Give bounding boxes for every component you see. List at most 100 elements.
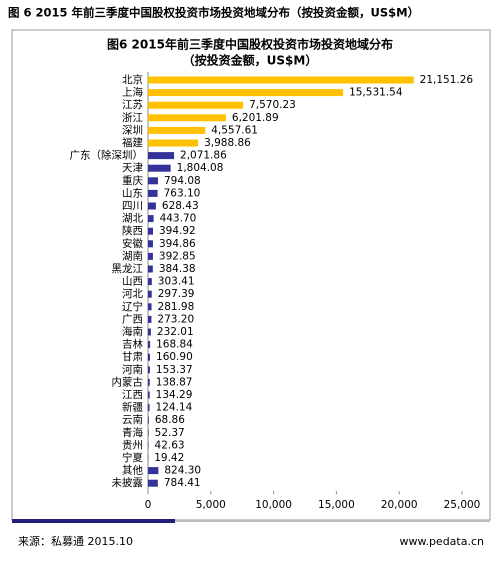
y-tick-label: 福建 xyxy=(122,136,143,149)
x-tick-label: 20,000 xyxy=(381,499,418,511)
bar xyxy=(148,366,150,374)
value-label: 15,531.54 xyxy=(349,87,403,99)
value-label: 19.42 xyxy=(154,452,184,464)
bar xyxy=(148,265,153,273)
y-tick-label: 江苏 xyxy=(122,98,143,111)
bar xyxy=(148,303,152,311)
bar xyxy=(148,240,153,248)
y-tick-label: 云南 xyxy=(122,413,143,426)
value-label: 281.98 xyxy=(158,301,195,313)
value-label: 443.70 xyxy=(160,213,197,225)
y-tick-label: 辽宁 xyxy=(122,300,143,313)
bar xyxy=(148,404,150,412)
value-label: 52.37 xyxy=(155,427,185,439)
y-tick-label: 安徽 xyxy=(122,237,143,250)
bar xyxy=(148,114,226,122)
x-tick-label: 10,000 xyxy=(255,499,292,511)
value-label: 138.87 xyxy=(156,376,193,388)
bar xyxy=(148,391,150,399)
bar xyxy=(148,328,151,336)
value-label: 394.92 xyxy=(159,225,196,237)
bar xyxy=(148,177,158,185)
y-tick-label: 内蒙古 xyxy=(112,375,144,388)
value-label: 134.29 xyxy=(156,389,193,401)
value-label: 153.37 xyxy=(156,364,193,376)
bar xyxy=(148,467,159,475)
y-tick-label: 天津 xyxy=(122,162,143,174)
bar xyxy=(148,416,149,424)
y-tick-label: 河北 xyxy=(122,288,143,300)
y-tick-label: 北京 xyxy=(122,73,143,86)
y-tick-label: 四川 xyxy=(122,200,143,212)
bar xyxy=(148,290,152,298)
y-tick-label: 甘肃 xyxy=(122,350,143,363)
bar xyxy=(148,89,344,97)
bar xyxy=(148,378,150,386)
value-label: 160.90 xyxy=(156,351,193,363)
bar xyxy=(148,202,156,210)
value-label: 394.86 xyxy=(159,238,196,250)
source: 来源：私募通 2015.10 xyxy=(18,534,133,548)
y-tick-label: 未披露 xyxy=(112,476,144,489)
y-tick-label: 湖南 xyxy=(122,249,143,262)
bar xyxy=(148,252,153,260)
y-tick-label: 重庆 xyxy=(122,174,143,187)
bar xyxy=(148,353,151,361)
chart-title: 图6 2015年前三季度中国股权投资市场投资地域分布 xyxy=(107,37,393,52)
value-label: 6,201.89 xyxy=(232,112,279,124)
value-label: 21,151.26 xyxy=(420,74,474,86)
value-label: 824.30 xyxy=(164,465,201,477)
bar xyxy=(148,189,158,197)
y-tick-label: 青海 xyxy=(122,426,143,439)
x-tick-label: 5,000 xyxy=(196,499,226,511)
y-tick-label: 山西 xyxy=(122,276,143,288)
bar xyxy=(148,139,199,147)
y-tick-label: 其他 xyxy=(122,464,143,477)
bar xyxy=(148,441,149,449)
footer-bar xyxy=(12,519,175,523)
y-tick-label: 贵州 xyxy=(122,438,143,451)
y-tick-label: 广西 xyxy=(122,313,143,325)
bar xyxy=(148,227,153,235)
y-tick-label: 山东 xyxy=(122,186,143,199)
x-tick-label: 0 xyxy=(145,499,152,511)
bar xyxy=(148,76,414,84)
bar xyxy=(148,152,175,160)
value-label: 42.63 xyxy=(155,439,185,451)
y-tick-label: 上海 xyxy=(122,86,143,99)
value-label: 297.39 xyxy=(158,288,195,300)
value-label: 1,804.08 xyxy=(177,162,224,174)
page-title: 图 6 2015 年前三季度中国股权投资市场投资地域分布（按投资金额，US$M） xyxy=(8,6,419,20)
y-tick-label: 宁夏 xyxy=(122,451,143,464)
footer-rule xyxy=(175,520,490,522)
value-label: 7,570.23 xyxy=(249,99,296,111)
value-label: 392.85 xyxy=(159,250,196,262)
y-tick-label: 湖北 xyxy=(122,213,143,225)
value-label: 303.41 xyxy=(158,276,195,288)
y-tick-label: 江西 xyxy=(122,389,143,401)
value-label: 628.43 xyxy=(162,200,199,212)
value-label: 232.01 xyxy=(157,326,194,338)
value-label: 384.38 xyxy=(159,263,196,275)
bar xyxy=(148,101,244,109)
value-label: 2,071.86 xyxy=(180,150,227,162)
bar xyxy=(148,429,149,437)
value-label: 168.84 xyxy=(156,339,193,351)
y-tick-label: 吉林 xyxy=(122,338,143,351)
value-label: 784.41 xyxy=(164,477,201,489)
x-tick-label: 15,000 xyxy=(318,499,355,511)
chart-subtitle: （按投资金额，US$M） xyxy=(183,53,318,68)
y-tick-label: 海南 xyxy=(122,325,143,338)
bar xyxy=(148,479,158,487)
value-label: 273.20 xyxy=(157,313,194,325)
y-tick-label: 浙江 xyxy=(122,112,143,124)
url: www.pedata.cn xyxy=(399,535,484,548)
y-tick-label: 深圳 xyxy=(122,124,143,136)
bar xyxy=(148,215,154,223)
x-tick-label: 25,000 xyxy=(444,499,481,511)
value-label: 3,988.86 xyxy=(204,137,251,149)
y-tick-label: 黑龙江 xyxy=(112,262,144,275)
y-tick-label: 河南 xyxy=(122,363,143,376)
y-tick-label: 陕西 xyxy=(122,224,143,237)
